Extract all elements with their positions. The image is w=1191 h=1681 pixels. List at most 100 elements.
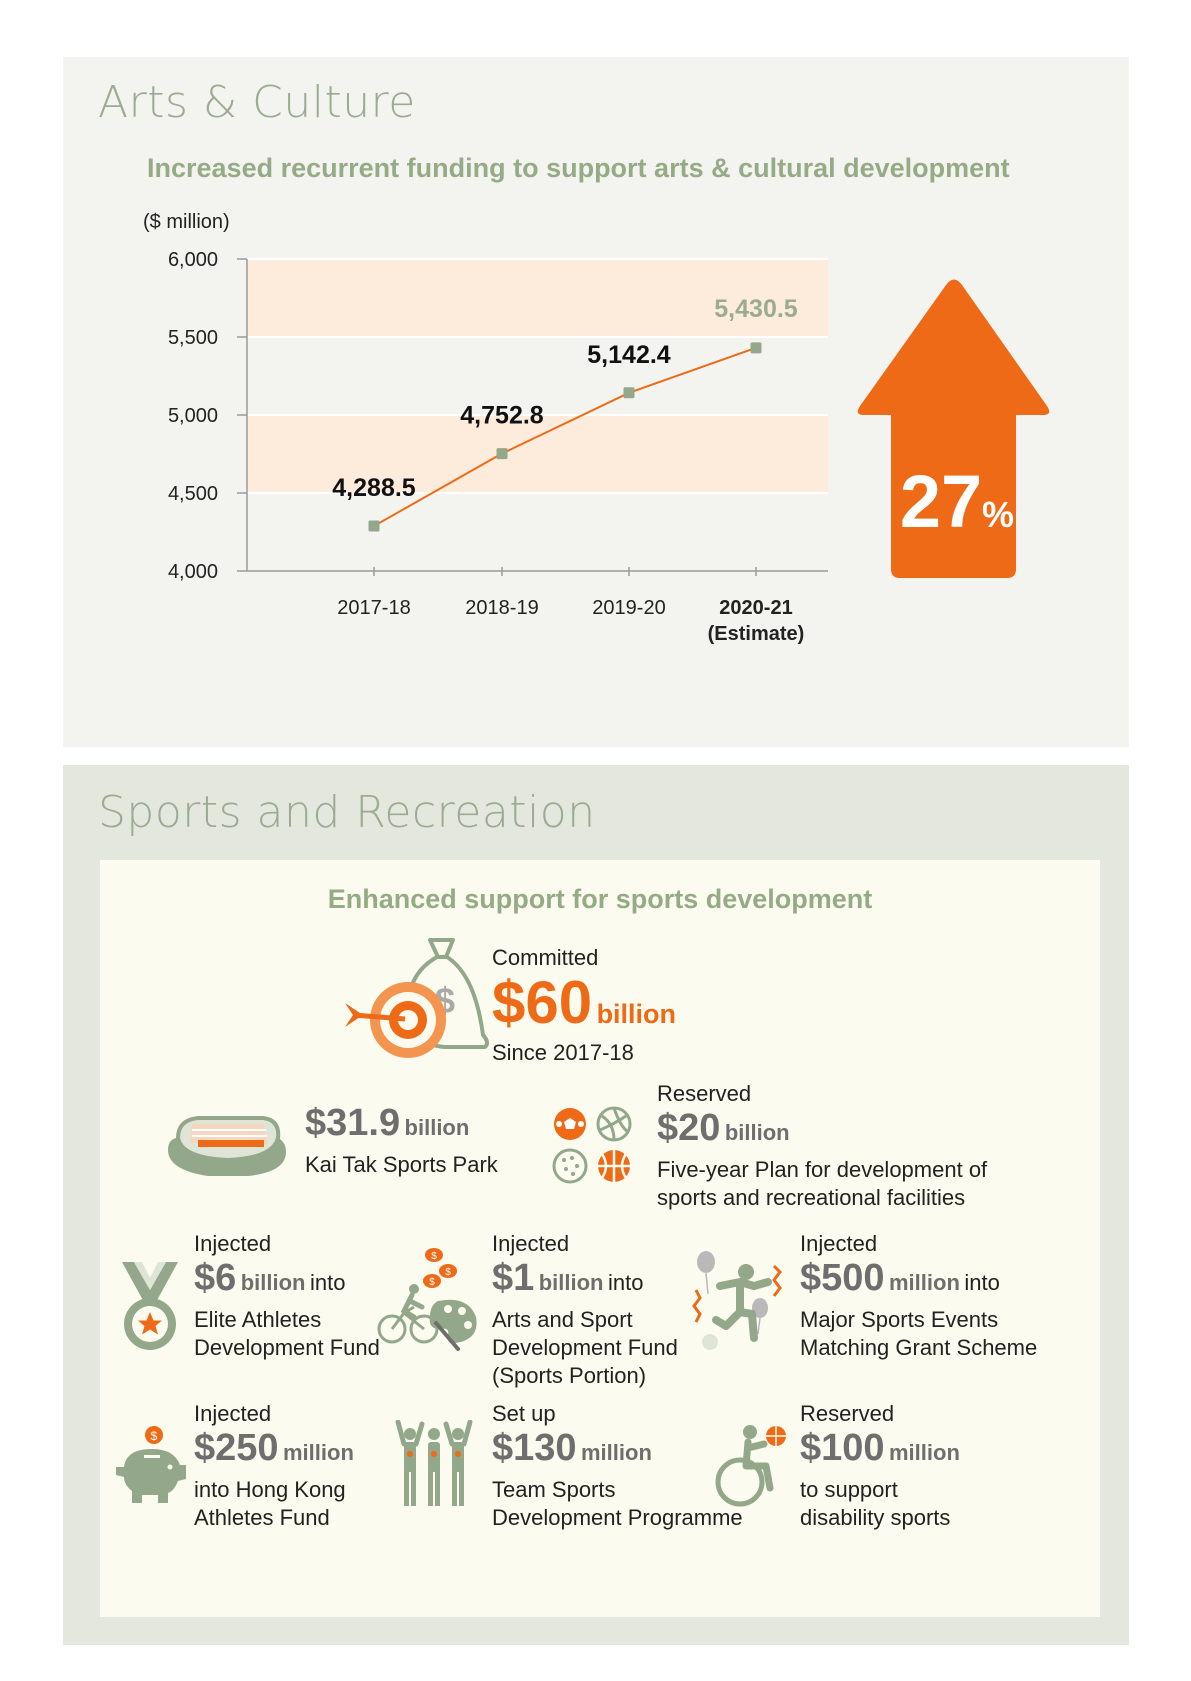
- arts-section-title: Arts & Culture: [98, 77, 416, 128]
- medal-icon: [122, 1262, 178, 1350]
- piggy-bank-icon: $: [116, 1426, 186, 1503]
- data-label-4: 5,430.5: [714, 295, 798, 323]
- disability-amount: $100 million: [800, 1428, 960, 1476]
- arts-sport-amount-tail: into: [607, 1270, 644, 1295]
- elite-label: Injected: [194, 1231, 272, 1256]
- x-category-label-4-line-2: (Estimate): [708, 623, 805, 645]
- major-events-amount-value: $500: [800, 1257, 885, 1299]
- arts-sport-amount-value: $1: [492, 1257, 535, 1299]
- facilities-funding-block: Reserved $20 billion Five-year Plan for …: [657, 1080, 987, 1212]
- facilities-amount-value: $20: [657, 1107, 721, 1149]
- hk-athletes-amount-unit: million: [283, 1440, 354, 1465]
- hk-athletes-desc-line-2: Athletes Fund: [194, 1505, 330, 1530]
- arts-culture-panel: Arts & Culture Increased recurrent fundi…: [63, 57, 1129, 747]
- y-tick-label-5: 6,000: [168, 249, 218, 271]
- facilities-amount: $20 billion: [657, 1108, 987, 1156]
- sports-subtitle: Enhanced support for sports development: [327, 884, 873, 914]
- hk-athletes-label: Injected: [194, 1401, 272, 1426]
- footballer-with-balloons-icon: [692, 1251, 782, 1350]
- increase-badge-number: 27: [900, 460, 982, 543]
- svg-text:$: $: [429, 1277, 435, 1288]
- disability-amount-value: $100: [800, 1427, 885, 1469]
- target-and-money-bag-icon: $: [345, 938, 490, 1058]
- data-point-3: [623, 387, 635, 399]
- data-point-2: [496, 448, 508, 460]
- facilities-desc-line-1: Five-year Plan for development of: [657, 1157, 988, 1182]
- hk-athletes-desc-line-1: into Hong Kong: [194, 1477, 346, 1502]
- hk-athletes-funding-block: Injected $250 million into Hong Kong Ath…: [194, 1400, 354, 1532]
- series-points: [368, 342, 762, 532]
- hero-amount-value: $60: [492, 969, 593, 1036]
- disability-amount-unit: million: [889, 1440, 960, 1465]
- park-desc: Kai Tak Sports Park: [305, 1152, 498, 1177]
- hero-desc: Since 2017-18: [492, 1040, 634, 1065]
- team-sports-funding-block: Set up $130 million Team Sports Developm…: [492, 1400, 743, 1532]
- elite-desc-line-2: Development Fund: [194, 1335, 380, 1360]
- hero-amount: $60 billion: [492, 972, 676, 1039]
- team-sports-amount-unit: million: [581, 1440, 652, 1465]
- elite-amount-tail: into: [309, 1270, 346, 1295]
- y-axis-unit-label: ($ million): [143, 211, 230, 233]
- svg-text:$: $: [151, 1429, 158, 1443]
- arts-sport-desc-line-2: Development Fund: [492, 1335, 678, 1360]
- arrow-shape: [857, 279, 1050, 578]
- facilities-desc-line-2: sports and recreational facilities: [657, 1185, 966, 1210]
- x-category-label-4-line-1: 2020-21: [719, 597, 792, 619]
- series-line-layer: [373, 346, 757, 527]
- major-events-funding-block: Injected $500 million into Major Sports …: [800, 1230, 1037, 1362]
- facilities-amount-unit: billion: [724, 1120, 790, 1145]
- cyclist-and-palette-icon: $ $ $: [377, 1248, 477, 1351]
- hero-label: Committed: [492, 945, 599, 970]
- park-amount-value: $31.9: [305, 1102, 401, 1144]
- team-sports-amount-value: $130: [492, 1427, 577, 1469]
- wheelchair-basketball-icon: [715, 1425, 786, 1507]
- y-tick-label-1: 4,000: [168, 561, 218, 583]
- x-tick-labels: 2017-18 2018-19 2019-20 2020-21 (Estimate): [337, 597, 804, 645]
- y-tick-label-2: 4,500: [168, 483, 218, 505]
- hero-amount-unit: billion: [596, 999, 677, 1029]
- arts-sport-label: Injected: [492, 1231, 570, 1256]
- y-tick-label-4: 5,500: [168, 327, 218, 349]
- data-point-1: [368, 520, 380, 532]
- arts-chart-subtitle: Increased recurrent funding to support a…: [147, 153, 1010, 183]
- chart-axes: [237, 258, 828, 576]
- data-labels: 4,288.5 4,752.8 5,142.4 5,430.5: [332, 295, 798, 502]
- park-funding-block: $31.9 billion Kai Tak Sports Park: [305, 1103, 498, 1179]
- sports-content-box: Enhanced support for sports development …: [100, 860, 1100, 1617]
- increase-arrow: 27 %: [857, 279, 1050, 578]
- elite-amount-unit: billion: [240, 1270, 306, 1295]
- major-events-label: Injected: [800, 1231, 878, 1256]
- chart-band-1: [247, 415, 828, 493]
- elite-funding-block: Injected $6 billion into Elite Athletes …: [194, 1230, 380, 1362]
- y-tick-labels: 4,000 4,500 5,000 5,500 6,000: [168, 249, 218, 583]
- arts-sport-desc-line-3: (Sports Portion): [492, 1363, 647, 1388]
- park-amount: $31.9 billion: [305, 1103, 498, 1151]
- major-events-amount-unit: million: [889, 1270, 960, 1295]
- stadium-icon: [168, 1116, 286, 1176]
- data-label-3: 5,142.4: [587, 341, 671, 369]
- major-events-amount: $500 million into: [800, 1258, 1037, 1306]
- disability-desc-line-2: disability sports: [800, 1505, 951, 1530]
- major-events-desc-line-2: Matching Grant Scheme: [800, 1335, 1038, 1360]
- increase-badge-percent: %: [982, 494, 1014, 535]
- facilities-label: Reserved: [657, 1081, 752, 1106]
- arts-sport-funding-block: Injected $1 billion into Arts and Sport …: [492, 1230, 678, 1390]
- team-sports-desc-line-2: Development Programme: [492, 1505, 743, 1530]
- chart-bands: [247, 258, 828, 494]
- team-athletes-icon: [395, 1420, 473, 1506]
- team-sports-amount: $130 million: [492, 1428, 743, 1476]
- x-category-label-3: 2019-20: [592, 597, 665, 619]
- series-line: [373, 346, 757, 527]
- data-label-2: 4,752.8: [460, 402, 544, 430]
- elite-amount: $6 billion into: [194, 1258, 380, 1306]
- sports-section-title: Sports and Recreation: [98, 787, 596, 838]
- disability-label: Reserved: [800, 1401, 895, 1426]
- team-sports-label: Set up: [492, 1401, 556, 1426]
- arts-funding-chart: ($ million) 4,000 4,500 5,000 5,500 6,000 20…: [143, 211, 1050, 645]
- hero-funding-block: Committed $60 billion Since 2017-18: [492, 944, 676, 1067]
- major-events-amount-tail: into: [964, 1270, 1000, 1295]
- arts-sport-amount: $1 billion into: [492, 1258, 678, 1306]
- y-tick-label-3: 5,000: [168, 405, 218, 427]
- sports-balls-icon: [552, 1106, 632, 1184]
- x-category-label-1: 2017-18: [337, 597, 410, 619]
